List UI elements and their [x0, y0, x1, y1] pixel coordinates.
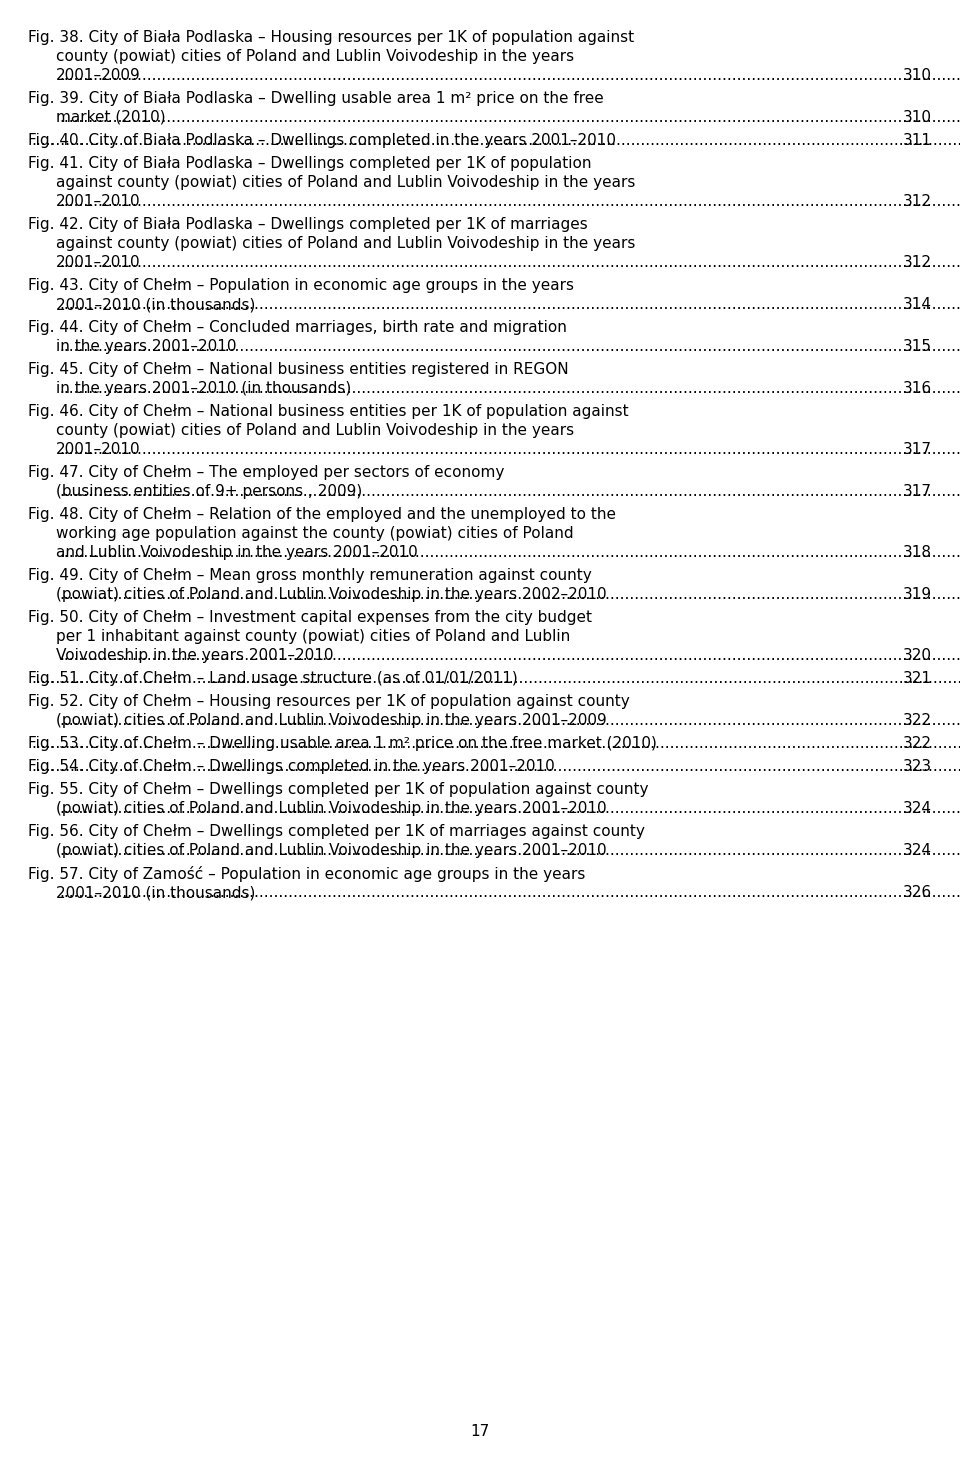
Text: (powiat) cities of Poland and Lublin Voivodeship in the years 2001–2010: (powiat) cities of Poland and Lublin Voi… [56, 801, 607, 816]
Text: ................................................................................: ........................................… [59, 338, 960, 355]
Text: ................................................................................: ........................................… [59, 587, 960, 603]
Text: 319: 319 [902, 587, 932, 603]
Text: county (powiat) cities of Poland and Lublin Voivodeship in the years: county (powiat) cities of Poland and Lub… [56, 50, 574, 64]
Text: 326: 326 [902, 886, 932, 900]
Text: Fig. 45. City of Chełm – National business entities registered in REGON: Fig. 45. City of Chełm – National busine… [28, 362, 568, 376]
Text: (powiat) cities of Poland and Lublin Voivodeship in the years 2001–2009: (powiat) cities of Poland and Lublin Voi… [56, 713, 607, 728]
Text: ................................................................................: ........................................… [59, 109, 960, 125]
Text: 2001–2010: 2001–2010 [56, 194, 140, 209]
Text: ................................................................................: ........................................… [59, 484, 960, 499]
Text: ................................................................................: ........................................… [31, 133, 960, 147]
Text: ................................................................................: ........................................… [59, 801, 960, 816]
Text: ................................................................................: ........................................… [31, 671, 960, 686]
Text: ................................................................................: ........................................… [31, 735, 960, 751]
Text: 323: 323 [902, 759, 932, 775]
Text: ................................................................................: ........................................… [59, 713, 960, 728]
Text: per 1 inhabitant against county (powiat) cities of Poland and Lublin: per 1 inhabitant against county (powiat)… [56, 629, 570, 643]
Text: Fig. 47. City of Chełm – The employed per sectors of economy: Fig. 47. City of Chełm – The employed pe… [28, 465, 504, 480]
Text: Fig. 49. City of Chełm – Mean gross monthly remuneration against county: Fig. 49. City of Chełm – Mean gross mont… [28, 568, 591, 584]
Text: ................................................................................: ........................................… [59, 442, 960, 457]
Text: (powiat) cities of Poland and Lublin Voivodeship in the years 2002–2010: (powiat) cities of Poland and Lublin Voi… [56, 587, 607, 603]
Text: against county (powiat) cities of Poland and Lublin Voivodeship in the years: against county (powiat) cities of Poland… [56, 175, 636, 190]
Text: market (2010): market (2010) [56, 109, 166, 125]
Text: working age population against the county (powiat) cities of Poland: working age population against the count… [56, 527, 574, 541]
Text: Fig. 55. City of Chełm – Dwellings completed per 1K of population against county: Fig. 55. City of Chełm – Dwellings compl… [28, 782, 649, 797]
Text: county (powiat) cities of Poland and Lublin Voivodeship in the years: county (powiat) cities of Poland and Lub… [56, 423, 574, 438]
Text: 324: 324 [903, 801, 932, 816]
Text: Fig. 52. City of Chełm – Housing resources per 1K of population against county: Fig. 52. City of Chełm – Housing resourc… [28, 694, 630, 709]
Text: 324: 324 [903, 843, 932, 858]
Text: Fig. 42. City of Biała Podlaska – Dwellings completed per 1K of marriages: Fig. 42. City of Biała Podlaska – Dwelli… [28, 217, 588, 232]
Text: 2001–2010 (in thousands): 2001–2010 (in thousands) [56, 886, 255, 900]
Text: 310: 310 [903, 109, 932, 125]
Text: Fig. 44. City of Chełm – Concluded marriages, birth rate and migration: Fig. 44. City of Chełm – Concluded marri… [28, 320, 566, 336]
Text: Fig. 43. City of Chełm – Population in economic age groups in the years: Fig. 43. City of Chełm – Population in e… [28, 279, 574, 293]
Text: 314: 314 [903, 298, 932, 312]
Text: 2001–2010: 2001–2010 [56, 442, 140, 457]
Text: Fig. 48. City of Chełm – Relation of the employed and the unemployed to the: Fig. 48. City of Chełm – Relation of the… [28, 506, 616, 522]
Text: against county (powiat) cities of Poland and Lublin Voivodeship in the years: against county (powiat) cities of Poland… [56, 236, 636, 251]
Text: (business entities of 9+ persons , 2009): (business entities of 9+ persons , 2009) [56, 484, 362, 499]
Text: Fig. 56. City of Chełm – Dwellings completed per 1K of marriages against county: Fig. 56. City of Chełm – Dwellings compl… [28, 824, 645, 839]
Text: 2001–2009: 2001–2009 [56, 69, 141, 83]
Text: 317: 317 [903, 484, 932, 499]
Text: ................................................................................: ........................................… [59, 648, 960, 662]
Text: Fig. 57. City of Zamość – Population in economic age groups in the years: Fig. 57. City of Zamość – Population in … [28, 867, 586, 883]
Text: ................................................................................: ........................................… [59, 843, 960, 858]
Text: ................................................................................: ........................................… [31, 759, 960, 775]
Text: 316: 316 [902, 381, 932, 395]
Text: Fig. 46. City of Chełm – National business entities per 1K of population against: Fig. 46. City of Chełm – National busine… [28, 404, 629, 419]
Text: Fig. 41. City of Biała Podlaska – Dwellings completed per 1K of population: Fig. 41. City of Biała Podlaska – Dwelli… [28, 156, 591, 171]
Text: 2001–2010 (in thousands): 2001–2010 (in thousands) [56, 298, 255, 312]
Text: in the years 2001–2010 (in thousands): in the years 2001–2010 (in thousands) [56, 381, 351, 395]
Text: 318: 318 [903, 546, 932, 560]
Text: Voivodeship in the years 2001–2010: Voivodeship in the years 2001–2010 [56, 648, 333, 662]
Text: ................................................................................: ........................................… [59, 255, 960, 270]
Text: 17: 17 [470, 1424, 490, 1439]
Text: 320: 320 [903, 648, 932, 662]
Text: Fig. 50. City of Chełm – Investment capital expenses from the city budget: Fig. 50. City of Chełm – Investment capi… [28, 610, 592, 624]
Text: 2001–2010: 2001–2010 [56, 255, 140, 270]
Text: ................................................................................: ........................................… [59, 194, 960, 209]
Text: Fig. 53. City of Chełm – Dwelling usable area 1 m² price on the free market (201: Fig. 53. City of Chełm – Dwelling usable… [28, 735, 657, 751]
Text: in the years 2001–2010: in the years 2001–2010 [56, 338, 236, 355]
Text: Fig. 38. City of Biała Podlaska – Housing resources per 1K of population against: Fig. 38. City of Biała Podlaska – Housin… [28, 31, 635, 45]
Text: Fig. 54. City of Chełm – Dwellings completed in the years 2001–2010: Fig. 54. City of Chełm – Dwellings compl… [28, 759, 555, 775]
Text: 321: 321 [903, 671, 932, 686]
Text: and Lublin Voivodeship in the years 2001–2010: and Lublin Voivodeship in the years 2001… [56, 546, 418, 560]
Text: ................................................................................: ........................................… [59, 546, 960, 560]
Text: 315: 315 [903, 338, 932, 355]
Text: (powiat) cities of Poland and Lublin Voivodeship in the years 2001–2010: (powiat) cities of Poland and Lublin Voi… [56, 843, 607, 858]
Text: Fig. 39. City of Biała Podlaska – Dwelling usable area 1 m² price on the free: Fig. 39. City of Biała Podlaska – Dwelli… [28, 90, 604, 107]
Text: 311: 311 [903, 133, 932, 147]
Text: 312: 312 [903, 255, 932, 270]
Text: ................................................................................: ........................................… [59, 69, 960, 83]
Text: 317: 317 [903, 442, 932, 457]
Text: 322: 322 [903, 713, 932, 728]
Text: Fig. 51. City of Chełm – Land usage structure (as of 01/01/2011): Fig. 51. City of Chełm – Land usage stru… [28, 671, 517, 686]
Text: ................................................................................: ........................................… [59, 298, 960, 312]
Text: 322: 322 [903, 735, 932, 751]
Text: 312: 312 [903, 194, 932, 209]
Text: ................................................................................: ........................................… [59, 886, 960, 900]
Text: 310: 310 [903, 69, 932, 83]
Text: Fig. 40. City of Biała Podlaska – Dwellings completed in the years 2001–2010: Fig. 40. City of Biała Podlaska – Dwelli… [28, 133, 616, 147]
Text: ................................................................................: ........................................… [59, 381, 960, 395]
